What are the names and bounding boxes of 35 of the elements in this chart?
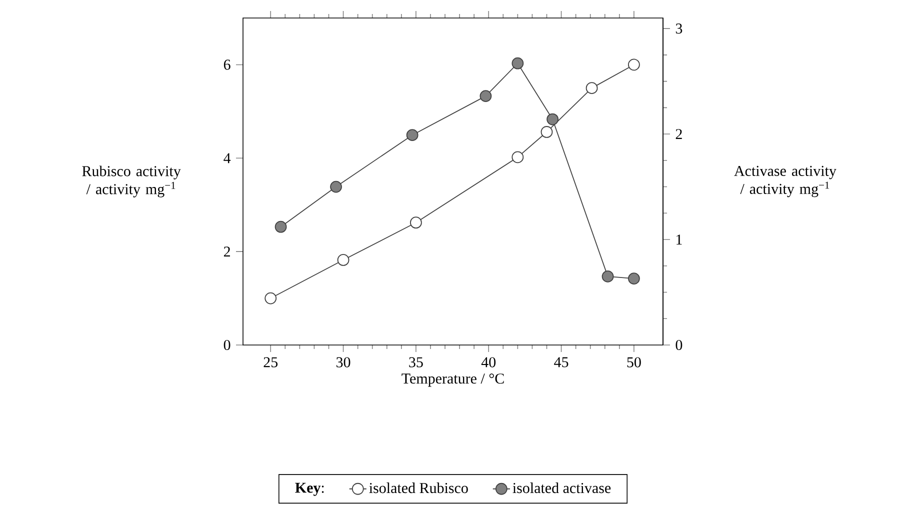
y-tick-label: 4 xyxy=(224,153,231,164)
point xyxy=(512,151,524,164)
point xyxy=(274,220,287,233)
point xyxy=(410,216,422,229)
point xyxy=(546,113,559,126)
y2-tick-label: 2 xyxy=(676,129,682,139)
legend-label: isolated activase xyxy=(512,482,611,494)
x-tick-label: 45 xyxy=(554,357,568,368)
point xyxy=(330,180,342,193)
legend-label: isolated Rubisco xyxy=(369,482,468,494)
point xyxy=(602,270,614,282)
y-tick-label: 2 xyxy=(224,246,230,257)
y2-tick-label: 0 xyxy=(676,340,682,350)
point xyxy=(540,126,553,138)
legend-title: Key: xyxy=(295,482,324,496)
y-axis-title: Rubisco activity / activity mg$^{−1}$ xyxy=(82,166,181,198)
x-axis-title: Temperature / °C xyxy=(402,374,504,387)
y-tick-label: 0 xyxy=(224,340,230,350)
point xyxy=(628,272,640,284)
y-tick-label: 6 xyxy=(224,60,230,70)
y2-axis-title: Activase activity / activity mg$^{−1}$ xyxy=(734,166,836,198)
point xyxy=(264,292,277,304)
point xyxy=(586,82,598,94)
x-tick-label: 30 xyxy=(336,357,350,368)
y2-tick-label: 3 xyxy=(676,24,682,34)
x-tick-label: 35 xyxy=(409,357,423,368)
y2-tick-label: 1 xyxy=(676,234,682,244)
point xyxy=(406,129,418,142)
x-tick-label: 50 xyxy=(627,357,641,368)
x-tick-label: 40 xyxy=(481,357,496,368)
point xyxy=(337,254,350,266)
point xyxy=(628,58,640,71)
point xyxy=(480,90,492,102)
x-tick-label: 25 xyxy=(264,357,278,368)
point xyxy=(512,57,524,70)
